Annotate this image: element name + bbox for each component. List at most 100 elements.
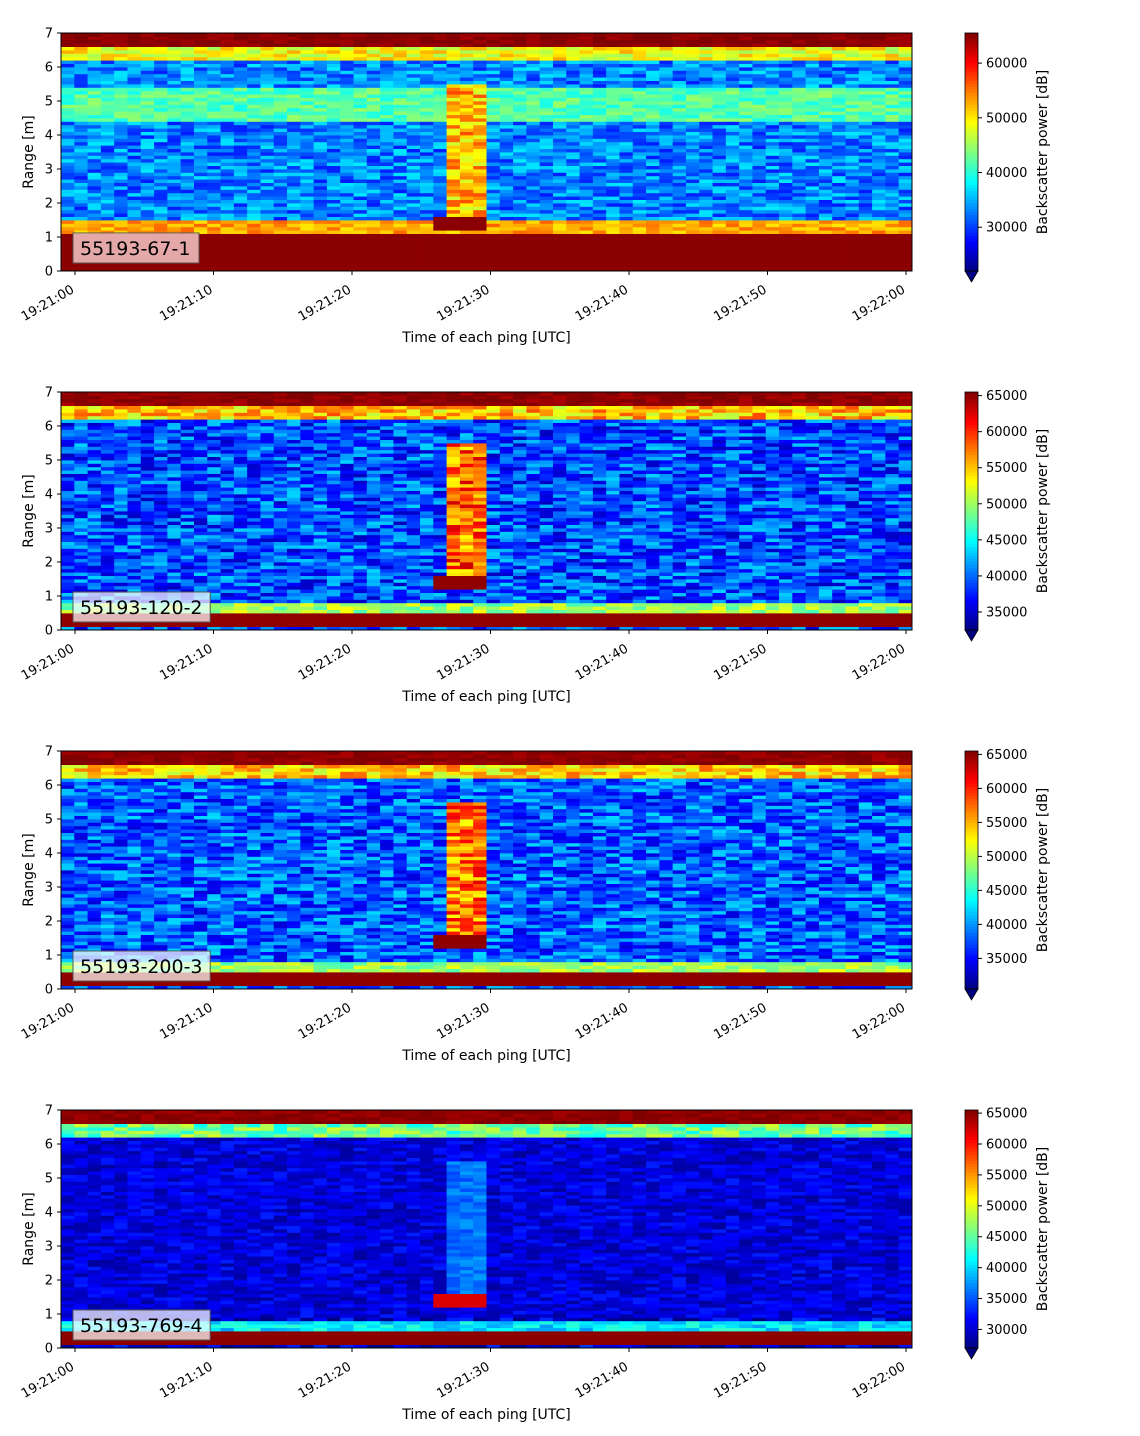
heatmap-cell [632, 243, 647, 248]
heatmap-cell [473, 73, 487, 78]
heatmap-cell [898, 128, 913, 132]
heatmap-cell [100, 585, 115, 590]
heatmap-cell [114, 409, 128, 413]
heatmap-cell [845, 267, 860, 272]
heatmap-cell [167, 148, 182, 153]
heatmap-cell [326, 128, 341, 132]
heatmap-cell [167, 118, 182, 122]
heatmap-cell [765, 70, 780, 75]
heatmap-cell [752, 36, 767, 41]
heatmap-cell [340, 131, 354, 136]
heatmap-cell [818, 172, 833, 177]
heatmap-cell [193, 33, 208, 37]
heatmap-cell [685, 203, 700, 207]
heatmap-cell [420, 124, 434, 129]
heatmap-cell [845, 186, 860, 190]
heatmap-cell [499, 243, 514, 248]
heatmap-cell [858, 111, 873, 115]
heatmap-cell [273, 77, 288, 81]
heatmap-cell [792, 240, 807, 245]
heatmap-cell [446, 121, 461, 126]
heatmap-cell [513, 203, 527, 207]
heatmap-cell [340, 33, 354, 37]
heatmap-cell [420, 43, 434, 47]
heatmap-cell [247, 107, 261, 112]
heatmap-cell [552, 179, 567, 183]
heatmap-cell [765, 104, 780, 109]
heatmap-cell [685, 135, 700, 139]
heatmap-cell [473, 179, 487, 183]
heatmap-cell [765, 240, 780, 245]
heatmap-cell [154, 70, 168, 75]
heatmap-cell [340, 97, 354, 102]
heatmap-cell [61, 524, 75, 529]
heatmap-cell [765, 121, 780, 126]
heatmap-cell [685, 233, 700, 238]
heatmap-cell [61, 203, 75, 207]
heatmap-cell [260, 114, 275, 119]
heatmap-cell [353, 148, 368, 153]
heatmap-cell [672, 267, 687, 272]
heatmap-cell [579, 77, 594, 81]
heatmap-cell [87, 138, 102, 143]
heatmap-cell [287, 179, 301, 183]
heatmap-cell [61, 135, 75, 139]
heatmap-cell [539, 237, 554, 241]
heatmap-cell [87, 436, 102, 440]
heatmap-cell [207, 104, 221, 109]
heatmap-cell [393, 213, 408, 217]
heatmap-cell [313, 264, 328, 268]
heatmap-cell [207, 114, 221, 119]
heatmap-cell [739, 46, 753, 51]
heatmap-cell [313, 46, 328, 51]
heatmap-cell [420, 240, 434, 245]
heatmap-cell [193, 56, 208, 61]
heatmap-cell [818, 67, 833, 71]
heatmap-cell [207, 192, 221, 197]
heatmap-cell [872, 60, 886, 64]
heatmap-cell [779, 213, 793, 217]
heatmap-cell [380, 155, 394, 160]
heatmap-cell [539, 46, 554, 51]
heatmap-cell [433, 179, 448, 183]
heatmap-cell [207, 237, 221, 241]
heatmap-cell [752, 199, 767, 204]
heatmap-cell [100, 582, 115, 587]
heatmap-cell [313, 77, 328, 81]
heatmap-cell [513, 101, 527, 105]
heatmap-cell [420, 243, 434, 248]
heatmap-cell [233, 199, 248, 204]
heatmap-cell [61, 94, 75, 98]
heatmap-cell [287, 114, 301, 119]
heatmap-cell [473, 250, 487, 255]
heatmap-cell [393, 118, 408, 122]
heatmap-cell [61, 70, 75, 75]
heatmap-cell [752, 206, 767, 211]
heatmap-cell [127, 521, 142, 525]
heatmap-cell [260, 172, 275, 177]
heatmap-cell [380, 203, 394, 207]
heatmap-cell [287, 169, 301, 173]
heatmap-cell [459, 189, 474, 194]
heatmap-cell [752, 247, 767, 251]
heatmap-cell [632, 196, 647, 200]
heatmap-cell [313, 233, 328, 238]
heatmap-cell [499, 104, 514, 109]
heatmap-cell [552, 87, 567, 92]
heatmap-cell [885, 179, 900, 183]
heatmap-cell [539, 254, 554, 258]
heatmap-cell [526, 267, 541, 272]
heatmap-cell [818, 141, 833, 146]
heatmap-cell [366, 63, 381, 68]
heatmap-cell [74, 56, 88, 61]
heatmap-cell [273, 192, 288, 197]
heatmap-cell [513, 264, 527, 268]
heatmap-cell [552, 216, 567, 221]
heatmap-cell [672, 80, 687, 85]
heatmap-cell [592, 111, 607, 115]
heatmap-cell [260, 220, 275, 224]
heatmap-cell [61, 124, 75, 129]
heatmap-cell [499, 135, 514, 139]
colorbar-segment [965, 193, 978, 198]
heatmap-cell [725, 124, 740, 129]
